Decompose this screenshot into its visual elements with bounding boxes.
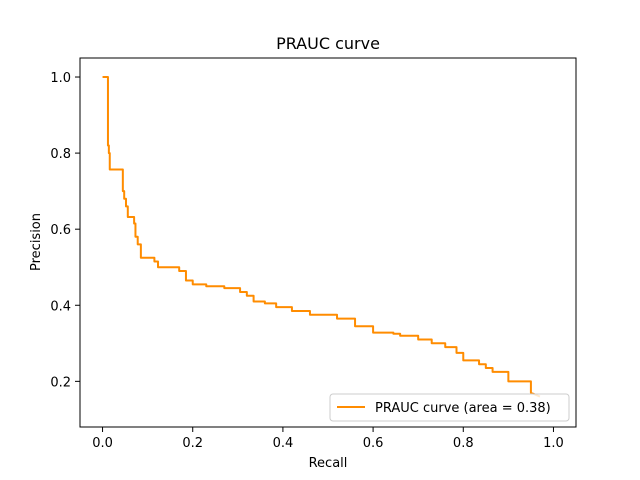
x-tick-label: 0.4 (273, 436, 294, 451)
chart-title: PRAUC curve (276, 34, 380, 53)
x-tick-label: 0.0 (92, 436, 113, 451)
legend: PRAUC curve (area = 0.38) (329, 393, 570, 422)
x-axis-label: Recall (309, 456, 348, 471)
y-tick-label: 0.8 (50, 147, 71, 162)
plot-background (80, 58, 576, 427)
x-tick-label: 0.2 (182, 436, 203, 451)
series-line-prauc (102, 76, 541, 398)
plot-area (79, 57, 577, 428)
x-tick-label: 0.8 (453, 436, 474, 451)
y-tick-label: 0.6 (50, 223, 71, 238)
y-tick-label: 1.0 (50, 71, 71, 86)
plot-frame (79, 57, 577, 428)
legend-box (329, 393, 570, 422)
y-tick-label: 0.4 (50, 299, 71, 314)
legend-entry-label: PRAUC curve (area = 0.38) (375, 401, 551, 416)
y-axis: 0.2 0.4 0.6 0.8 1.0 (50, 71, 80, 390)
y-axis-label: Precision (29, 213, 44, 271)
x-axis: 0.0 0.2 0.4 0.6 0.8 1.0 (92, 427, 564, 451)
x-tick-label: 0.6 (363, 436, 384, 451)
y-tick-label: 0.2 (50, 375, 71, 390)
x-tick-label: 1.0 (543, 436, 564, 451)
